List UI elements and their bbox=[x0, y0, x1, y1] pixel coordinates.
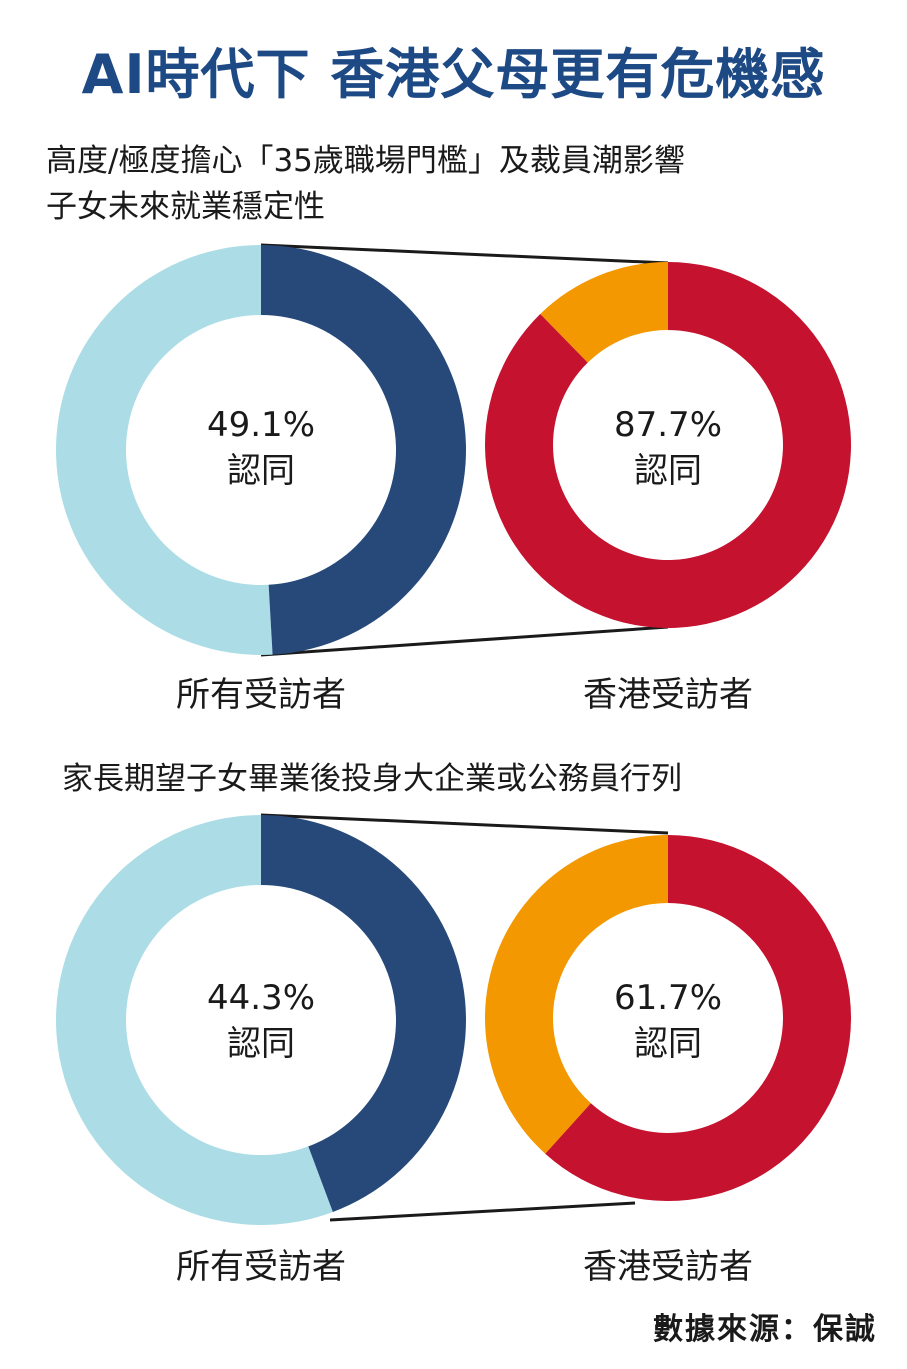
chart2-all-value-label: 44.3% bbox=[207, 978, 315, 1018]
chart2-hk-slice-other bbox=[485, 835, 668, 1154]
chart2-donuts: 44.3% 認同 61.7% 認同 所有受訪者 香港受訪者 bbox=[55, 813, 852, 1287]
chart2-title: 家長期望子女畢業後投身大企業或公務員行列 bbox=[62, 756, 882, 802]
chart1-hk-group-label: 香港受訪者 bbox=[583, 675, 753, 715]
chart2-donut-all bbox=[55, 815, 466, 1225]
page-title: AI時代下 香港父母更有危機感 bbox=[81, 43, 826, 106]
chart2-all-group-label: 所有受訪者 bbox=[176, 1247, 346, 1287]
chart1-hk-slice-agree bbox=[484, 262, 852, 628]
chart1-donut-hk bbox=[484, 262, 852, 628]
chart1-donut-all bbox=[55, 245, 466, 655]
source-note: 數據來源：保誠 bbox=[653, 1312, 877, 1347]
chart2-all-slice-agree bbox=[261, 815, 466, 1212]
chart2-all-slice-other bbox=[55, 815, 333, 1225]
chart2-hk-center-label: 認同 bbox=[634, 1024, 702, 1064]
chart2-title-line1: 家長期望子女畢業後投身大企業或公務員行列 bbox=[62, 761, 682, 797]
chart1-hk-center-label: 認同 bbox=[634, 451, 702, 491]
chart1-all-slice-other bbox=[55, 245, 273, 655]
chart2-hk-slice-agree bbox=[545, 835, 852, 1201]
chart2-all-center-label: 認同 bbox=[227, 1024, 295, 1064]
chart1-all-value-label: 49.1% bbox=[207, 405, 315, 445]
chart1-all-center-label: 認同 bbox=[227, 451, 295, 491]
chart2-connector-bottom bbox=[329, 1201, 636, 1222]
chart2-hk-value-label: 61.7% bbox=[614, 978, 722, 1018]
chart1-hk-slice-other bbox=[540, 262, 668, 363]
chart1-title-line2: 子女未來就業穩定性 bbox=[46, 189, 325, 225]
chart2-hk-group-label: 香港受訪者 bbox=[583, 1247, 753, 1287]
chart1-title: 高度/極度擔心「35歲職場門檻」及裁員潮影響 子女未來就業穩定性 bbox=[46, 138, 866, 230]
chart1-connector-bottom bbox=[260, 625, 669, 657]
chart2-donut-hk bbox=[485, 835, 852, 1201]
chart1-all-group-label: 所有受訪者 bbox=[176, 675, 346, 715]
chart1-all-slice-agree bbox=[261, 245, 466, 655]
chart1-hk-value-label: 87.7% bbox=[614, 405, 722, 445]
chart2-connector-top bbox=[260, 813, 669, 835]
chart1-title-line1: 高度/極度擔心「35歲職場門檻」及裁員潮影響 bbox=[46, 143, 685, 179]
chart1-donuts: 49.1% 認同 87.7% 認同 所有受訪者 香港受訪者 bbox=[55, 243, 852, 715]
chart1-connector-top bbox=[260, 243, 669, 265]
